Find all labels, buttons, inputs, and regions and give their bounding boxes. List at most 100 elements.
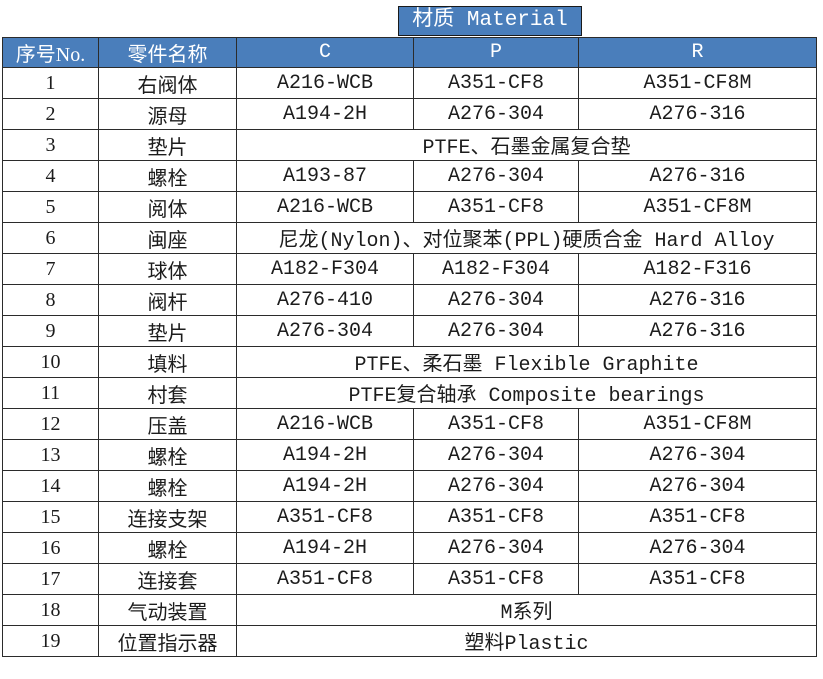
cell-part-name: 螺栓 xyxy=(98,439,237,471)
table-row: 6 闽座 尼龙(Nylon)、对位聚苯(PPL)硬质合金 Hard Alloy xyxy=(2,222,817,254)
cell-part-name: 填料 xyxy=(98,346,237,378)
cell-no: 18 xyxy=(2,594,99,626)
table-row: 3 垫片 PTFE、石墨金属复合垫 xyxy=(2,129,817,161)
cell-material-p: A276-304 xyxy=(413,470,579,502)
cell-part-name: 连接支架 xyxy=(98,501,237,533)
cell-material-r: A276-316 xyxy=(578,160,817,192)
cell-no: 8 xyxy=(2,284,99,316)
cell-material-p: A276-304 xyxy=(413,315,579,347)
column-header-no: 序号No. xyxy=(2,37,99,68)
column-header-c: C xyxy=(236,37,414,68)
cell-material-r: A276-316 xyxy=(578,284,817,316)
cell-material-r: A182-F316 xyxy=(578,253,817,285)
cell-material-merged: 尼龙(Nylon)、对位聚苯(PPL)硬质合金 Hard Alloy xyxy=(236,222,817,254)
cell-no: 1 xyxy=(2,67,99,99)
cell-part-name: 村套 xyxy=(98,377,237,409)
table-header: 序号No. 零件名称 C P R xyxy=(2,37,817,68)
cell-material-c: A194-2H xyxy=(236,439,414,471)
parts-material-table: 序号No. 零件名称 C P R 1 右阀体 A216-WCB A351-CF8 A35… xyxy=(2,37,817,657)
cell-no: 10 xyxy=(2,346,99,378)
cell-no: 14 xyxy=(2,470,99,502)
table-row: 8 阀杆 A276-410 A276-304 A276-316 xyxy=(2,284,817,316)
cell-part-name: 螺栓 xyxy=(98,160,237,192)
cell-material-r: A276-304 xyxy=(578,532,817,564)
table-row: 9 垫片 A276-304 A276-304 A276-316 xyxy=(2,315,817,347)
cell-material-c: A193-87 xyxy=(236,160,414,192)
cell-part-name: 闽座 xyxy=(98,222,237,254)
table-row: 18 气动装置 M系列 xyxy=(2,594,817,626)
cell-material-r: A351-CF8M xyxy=(578,408,817,440)
column-header-p: P xyxy=(413,37,579,68)
cell-part-name: 球体 xyxy=(98,253,237,285)
cell-material-c: A182-F304 xyxy=(236,253,414,285)
cell-material-p: A276-304 xyxy=(413,160,579,192)
cell-no: 9 xyxy=(2,315,99,347)
cell-material-c: A194-2H xyxy=(236,532,414,564)
material-banner-label: 材质 Material xyxy=(398,6,582,36)
cell-material-r: A276-304 xyxy=(578,439,817,471)
cell-part-name: 位置指示器 xyxy=(98,625,237,657)
cell-no: 19 xyxy=(2,625,99,657)
cell-material-p: A276-304 xyxy=(413,532,579,564)
cell-material-c: A276-410 xyxy=(236,284,414,316)
cell-material-p: A351-CF8 xyxy=(413,67,579,99)
cell-no: 17 xyxy=(2,563,99,595)
cell-material-p: A276-304 xyxy=(413,439,579,471)
cell-no: 15 xyxy=(2,501,99,533)
cell-material-merged: 塑料Plastic xyxy=(236,625,817,657)
table-row: 7 球体 A182-F304 A182-F304 A182-F316 xyxy=(2,253,817,285)
cell-material-c: A216-WCB xyxy=(236,408,414,440)
cell-no: 13 xyxy=(2,439,99,471)
table-row: 17 连接套 A351-CF8 A351-CF8 A351-CF8 xyxy=(2,563,817,595)
table-row: 1 右阀体 A216-WCB A351-CF8 A351-CF8M xyxy=(2,67,817,99)
cell-material-p: A351-CF8 xyxy=(413,191,579,223)
cell-part-name: 右阀体 xyxy=(98,67,237,99)
cell-no: 4 xyxy=(2,160,99,192)
cell-no: 2 xyxy=(2,98,99,130)
cell-material-r: A351-CF8 xyxy=(578,563,817,595)
cell-material-r: A351-CF8 xyxy=(578,501,817,533)
table-row: 12 压盖 A216-WCB A351-CF8 A351-CF8M xyxy=(2,408,817,440)
table-row: 13 螺栓 A194-2H A276-304 A276-304 xyxy=(2,439,817,471)
cell-material-r: A276-316 xyxy=(578,98,817,130)
cell-part-name: 阅体 xyxy=(98,191,237,223)
cell-material-r: A351-CF8M xyxy=(578,67,817,99)
cell-part-name: 阀杆 xyxy=(98,284,237,316)
cell-part-name: 源母 xyxy=(98,98,237,130)
cell-material-r: A351-CF8M xyxy=(578,191,817,223)
cell-no: 12 xyxy=(2,408,99,440)
table-row: 4 螺栓 A193-87 A276-304 A276-316 xyxy=(2,160,817,192)
cell-no: 3 xyxy=(2,129,99,161)
cell-material-p: A351-CF8 xyxy=(413,408,579,440)
cell-no: 11 xyxy=(2,377,99,409)
cell-no: 7 xyxy=(2,253,99,285)
cell-material-merged: M系列 xyxy=(236,594,817,626)
cell-material-p: A351-CF8 xyxy=(413,501,579,533)
cell-material-merged: PTFE、柔石墨 Flexible Graphite xyxy=(236,346,817,378)
table-row: 10 填料 PTFE、柔石墨 Flexible Graphite xyxy=(2,346,817,378)
table-body: 1 右阀体 A216-WCB A351-CF8 A351-CF8M 2 源母 A194-2H A… xyxy=(2,67,817,657)
table-row: 2 源母 A194-2H A276-304 A276-316 xyxy=(2,98,817,130)
cell-material-merged: PTFE复合轴承 Composite bearings xyxy=(236,377,817,409)
cell-part-name: 压盖 xyxy=(98,408,237,440)
cell-no: 5 xyxy=(2,191,99,223)
column-header-name: 零件名称 xyxy=(98,37,237,68)
table-row: 11 村套 PTFE复合轴承 Composite bearings xyxy=(2,377,817,409)
table-row: 16 螺栓 A194-2H A276-304 A276-304 xyxy=(2,532,817,564)
cell-material-c: A216-WCB xyxy=(236,67,414,99)
table-row: 15 连接支架 A351-CF8 A351-CF8 A351-CF8 xyxy=(2,501,817,533)
cell-no: 6 xyxy=(2,222,99,254)
cell-no: 16 xyxy=(2,532,99,564)
cell-part-name: 连接套 xyxy=(98,563,237,595)
cell-part-name: 垫片 xyxy=(98,129,237,161)
cell-material-c: A216-WCB xyxy=(236,191,414,223)
cell-part-name: 气动装置 xyxy=(98,594,237,626)
cell-material-c: A351-CF8 xyxy=(236,501,414,533)
cell-material-p: A351-CF8 xyxy=(413,563,579,595)
cell-material-p: A276-304 xyxy=(413,284,579,316)
cell-material-c: A276-304 xyxy=(236,315,414,347)
cell-material-merged: PTFE、石墨金属复合垫 xyxy=(236,129,817,161)
table-header-row: 序号No. 零件名称 C P R xyxy=(2,37,817,68)
cell-material-c: A194-2H xyxy=(236,98,414,130)
